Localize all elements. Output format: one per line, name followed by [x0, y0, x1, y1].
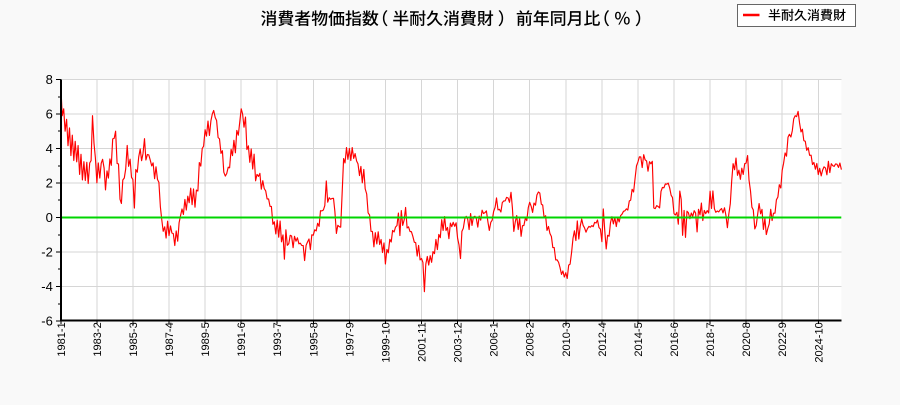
- svg-text:2018-7: 2018-7: [705, 322, 717, 356]
- svg-text:4: 4: [46, 141, 53, 156]
- svg-text:1981-1: 1981-1: [56, 322, 68, 356]
- svg-text:1997-9: 1997-9: [344, 322, 356, 356]
- svg-text:1987-4: 1987-4: [164, 322, 176, 356]
- svg-text:2: 2: [46, 176, 53, 191]
- svg-text:-6: -6: [41, 314, 53, 329]
- svg-text:8: 8: [46, 72, 53, 87]
- svg-text:2022-9: 2022-9: [777, 322, 789, 356]
- svg-text:0: 0: [46, 210, 53, 225]
- svg-text:-4: -4: [41, 279, 53, 294]
- svg-text:6: 6: [46, 107, 53, 122]
- svg-text:2001-11: 2001-11: [417, 322, 429, 362]
- svg-text:1999-10: 1999-10: [380, 322, 392, 362]
- svg-text:1983-2: 1983-2: [92, 322, 104, 356]
- svg-text:2010-3: 2010-3: [561, 322, 573, 356]
- svg-text:2020-8: 2020-8: [741, 322, 753, 356]
- svg-text:2024-10: 2024-10: [813, 322, 825, 362]
- svg-text:2008-2: 2008-2: [525, 322, 537, 356]
- svg-text:2012-4: 2012-4: [597, 322, 609, 356]
- svg-text:1985-3: 1985-3: [128, 322, 140, 356]
- svg-text:-2: -2: [41, 245, 53, 260]
- svg-text:1991-6: 1991-6: [236, 322, 248, 356]
- svg-text:1989-5: 1989-5: [200, 322, 212, 356]
- svg-text:1993-7: 1993-7: [272, 322, 284, 356]
- svg-text:1995-8: 1995-8: [308, 322, 320, 356]
- svg-text:2016-6: 2016-6: [669, 322, 681, 356]
- svg-text:2003-12: 2003-12: [453, 322, 465, 362]
- svg-text:2014-5: 2014-5: [633, 322, 645, 356]
- svg-text:2006-1: 2006-1: [489, 322, 501, 356]
